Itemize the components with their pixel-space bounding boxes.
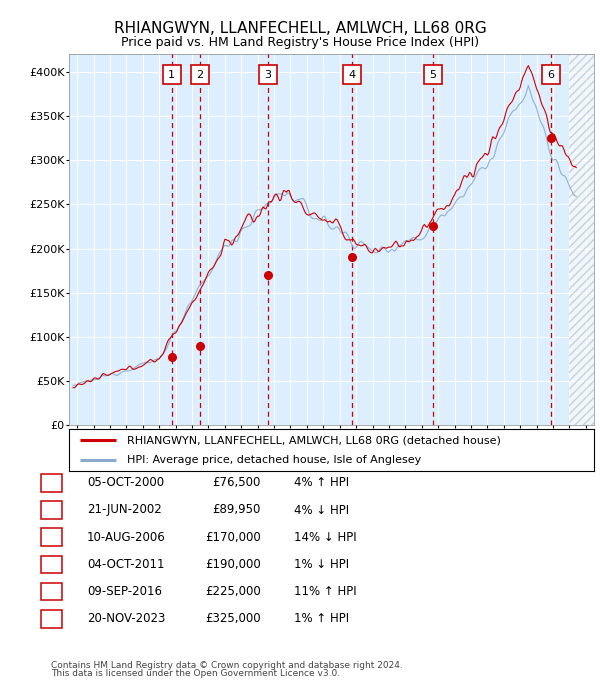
Text: 14% ↓ HPI: 14% ↓ HPI xyxy=(294,530,356,544)
Text: This data is licensed under the Open Government Licence v3.0.: This data is licensed under the Open Gov… xyxy=(51,668,340,678)
Text: £76,500: £76,500 xyxy=(212,476,261,490)
Text: 04-OCT-2011: 04-OCT-2011 xyxy=(87,558,164,571)
Text: 1: 1 xyxy=(47,476,55,490)
Text: 5: 5 xyxy=(47,585,55,598)
Text: 4: 4 xyxy=(47,558,55,571)
Bar xyxy=(542,65,560,84)
Text: 1% ↑ HPI: 1% ↑ HPI xyxy=(294,612,349,626)
Text: £89,950: £89,950 xyxy=(212,503,261,517)
Text: 3: 3 xyxy=(47,530,55,544)
Text: 2: 2 xyxy=(47,503,55,517)
Text: 4% ↑ HPI: 4% ↑ HPI xyxy=(294,476,349,490)
Bar xyxy=(424,65,442,84)
Text: 6: 6 xyxy=(47,612,55,626)
Text: 3: 3 xyxy=(264,69,271,80)
Bar xyxy=(259,65,277,84)
Text: RHIANGWYN, LLANFECHELL, AMLWCH, LL68 0RG: RHIANGWYN, LLANFECHELL, AMLWCH, LL68 0RG xyxy=(113,21,487,36)
Text: 09-SEP-2016: 09-SEP-2016 xyxy=(87,585,162,598)
Text: 2: 2 xyxy=(196,69,203,80)
Text: Contains HM Land Registry data © Crown copyright and database right 2024.: Contains HM Land Registry data © Crown c… xyxy=(51,660,403,670)
Text: 1: 1 xyxy=(168,69,175,80)
Text: Price paid vs. HM Land Registry's House Price Index (HPI): Price paid vs. HM Land Registry's House … xyxy=(121,36,479,50)
Text: 10-AUG-2006: 10-AUG-2006 xyxy=(87,530,166,544)
Text: 21-JUN-2002: 21-JUN-2002 xyxy=(87,503,162,517)
Text: HPI: Average price, detached house, Isle of Anglesey: HPI: Average price, detached house, Isle… xyxy=(127,455,421,465)
Bar xyxy=(191,65,209,84)
Text: £325,000: £325,000 xyxy=(205,612,261,626)
Text: 4: 4 xyxy=(349,69,356,80)
Text: 05-OCT-2000: 05-OCT-2000 xyxy=(87,476,164,490)
Text: 20-NOV-2023: 20-NOV-2023 xyxy=(87,612,166,626)
Text: £170,000: £170,000 xyxy=(205,530,261,544)
Text: 5: 5 xyxy=(430,69,437,80)
Bar xyxy=(569,54,594,425)
Bar xyxy=(343,65,361,84)
Bar xyxy=(163,65,181,84)
Text: 11% ↑ HPI: 11% ↑ HPI xyxy=(294,585,356,598)
Text: 1% ↓ HPI: 1% ↓ HPI xyxy=(294,558,349,571)
Text: RHIANGWYN, LLANFECHELL, AMLWCH, LL68 0RG (detached house): RHIANGWYN, LLANFECHELL, AMLWCH, LL68 0RG… xyxy=(127,435,500,445)
Text: £190,000: £190,000 xyxy=(205,558,261,571)
Text: £225,000: £225,000 xyxy=(205,585,261,598)
Text: 4% ↓ HPI: 4% ↓ HPI xyxy=(294,503,349,517)
Bar xyxy=(569,54,594,425)
Text: 6: 6 xyxy=(548,69,554,80)
